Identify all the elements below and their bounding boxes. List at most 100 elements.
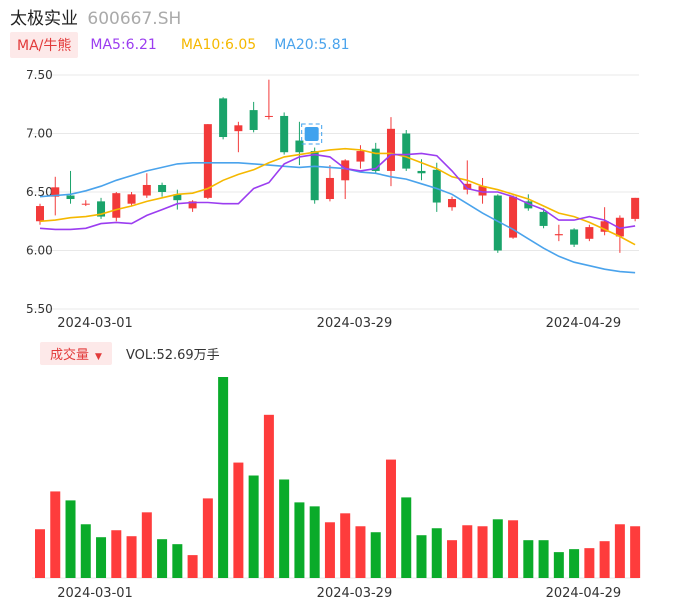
candle-body bbox=[280, 115, 289, 153]
volume-bar bbox=[431, 528, 442, 578]
candle-body bbox=[585, 227, 594, 239]
candle-body bbox=[325, 177, 334, 200]
volume-bar bbox=[218, 377, 229, 578]
candle-body bbox=[371, 148, 380, 171]
volume-bar bbox=[370, 532, 381, 578]
candle-body bbox=[341, 160, 350, 181]
candle-body bbox=[509, 196, 518, 238]
volume-bar bbox=[309, 506, 320, 578]
price-date-label: 2024-03-29 bbox=[317, 316, 393, 331]
ma20-label: MA20:5.81 bbox=[274, 37, 350, 53]
volume-bar bbox=[599, 541, 610, 578]
candle-body bbox=[158, 184, 167, 192]
volume-bar bbox=[630, 526, 641, 578]
candle-body bbox=[600, 221, 609, 232]
candle-body bbox=[127, 194, 136, 204]
candle-body bbox=[402, 133, 411, 169]
volume-bar bbox=[187, 555, 198, 578]
price-date-label: 2024-04-29 bbox=[546, 316, 622, 331]
volume-bar bbox=[538, 540, 549, 578]
candle-body bbox=[539, 211, 548, 226]
volume-bar bbox=[614, 524, 625, 578]
volume-bar bbox=[50, 491, 61, 578]
ma20-line bbox=[39, 162, 636, 274]
volume-bar bbox=[324, 522, 335, 578]
volume-bar bbox=[508, 520, 519, 578]
ma-toggle-button[interactable]: MA/牛熊 bbox=[10, 32, 79, 58]
volume-bar bbox=[340, 513, 351, 578]
volume-bar bbox=[401, 497, 412, 578]
candle-body bbox=[51, 187, 60, 197]
volume-toggle-label: 成交量 bbox=[50, 348, 90, 363]
marker-frame-icon bbox=[301, 123, 323, 145]
candle-body bbox=[386, 128, 395, 171]
candle-body bbox=[188, 201, 197, 209]
volume-bar bbox=[416, 535, 427, 578]
candle-body bbox=[295, 140, 304, 153]
price-tick-label: 6.00 bbox=[26, 244, 53, 258]
price-tick-label: 7.00 bbox=[26, 127, 53, 141]
volume-date-label: 2024-03-29 bbox=[317, 586, 393, 601]
candle-body bbox=[356, 151, 365, 162]
candle-body bbox=[631, 197, 640, 219]
caret-down-icon: ▼ bbox=[95, 352, 102, 362]
volume-bar bbox=[584, 548, 595, 578]
ma10-label: MA10:6.05 bbox=[180, 37, 257, 53]
candle-body bbox=[112, 193, 121, 218]
volume-bar bbox=[157, 539, 168, 578]
candle-body bbox=[249, 110, 258, 130]
ma10-line bbox=[39, 147, 636, 246]
candle-body bbox=[310, 151, 319, 201]
candle-body bbox=[432, 169, 441, 203]
candle-body bbox=[615, 217, 624, 237]
volume-date-label: 2024-04-29 bbox=[546, 586, 622, 601]
ma5-line bbox=[39, 152, 636, 231]
volume-bar bbox=[248, 475, 259, 578]
candle-body bbox=[448, 199, 457, 208]
candle-body bbox=[81, 203, 90, 205]
candle-body bbox=[97, 201, 106, 217]
volume-bar bbox=[553, 552, 564, 578]
candle-body bbox=[478, 186, 487, 196]
candle-body bbox=[417, 170, 426, 174]
volume-value: VOL:52.69万手 bbox=[125, 348, 220, 363]
volume-bar bbox=[447, 540, 458, 578]
price-tick-label: 7.50 bbox=[26, 68, 53, 82]
marker-icon bbox=[304, 127, 319, 141]
candle-body bbox=[173, 194, 182, 201]
volume-bar bbox=[111, 530, 122, 578]
volume-bar bbox=[35, 529, 45, 578]
volume-bar bbox=[202, 498, 213, 578]
price-date-label: 2024-03-01 bbox=[57, 316, 133, 331]
candle-body bbox=[234, 125, 243, 132]
candle-body bbox=[570, 229, 579, 245]
volume-bar bbox=[569, 549, 580, 578]
candle-body bbox=[219, 98, 228, 138]
volume-bar bbox=[65, 500, 76, 578]
volume-bar bbox=[96, 537, 107, 578]
ma-legend: MA/牛熊 MA5:6.21 MA10:6.05 MA20:5.81 bbox=[10, 32, 350, 58]
ma5-label: MA5:6.21 bbox=[90, 37, 157, 53]
volume-bar bbox=[294, 502, 305, 578]
volume-bar bbox=[523, 540, 534, 578]
candle-body bbox=[36, 206, 44, 222]
candle-body bbox=[142, 184, 151, 196]
volume-bar bbox=[233, 462, 244, 578]
candle-body bbox=[463, 183, 472, 190]
stock-code: 600667.SH bbox=[87, 9, 182, 29]
volume-bar bbox=[355, 526, 366, 578]
volume-toggle-button[interactable]: 成交量 ▼ bbox=[40, 342, 112, 365]
volume-bar bbox=[126, 536, 137, 578]
volume-legend: 成交量 ▼ VOL:52.69万手 bbox=[40, 342, 220, 365]
volume-bar bbox=[477, 526, 488, 578]
volume-bar bbox=[279, 479, 290, 578]
volume-bar bbox=[385, 459, 396, 578]
volume-bar bbox=[172, 544, 183, 578]
candle-body bbox=[524, 201, 533, 209]
candle-body bbox=[554, 234, 563, 236]
stock-title: 太极实业 600667.SH bbox=[10, 4, 181, 29]
volume-bar bbox=[492, 519, 503, 578]
candle-body bbox=[66, 195, 75, 200]
stock-name: 太极实业 bbox=[10, 9, 78, 29]
